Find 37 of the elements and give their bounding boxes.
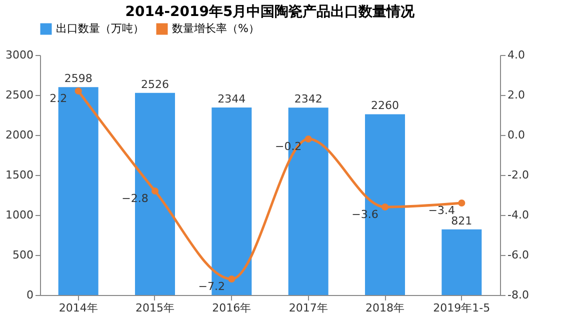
- x-tick-label: 2015年: [136, 302, 174, 314]
- x-tick-label: 2014年: [58, 302, 98, 314]
- point: [381, 203, 389, 211]
- y-tick-label: 2000: [6, 128, 34, 142]
- y-tick-label: 1000: [6, 208, 34, 222]
- legend-label: 出口数量（万吨）: [56, 22, 144, 35]
- x-tick-label: 2018年: [366, 302, 404, 314]
- y2-tick-label: -6.0: [508, 248, 529, 262]
- chart-title: 2014-2019年5月中国陶瓷产品出口数量情况: [125, 3, 416, 20]
- x-tick-label: 2017年: [288, 302, 328, 314]
- point: [151, 187, 159, 195]
- y2-tick-label: -4.0: [508, 208, 529, 222]
- y-tick-label: 0: [26, 288, 34, 302]
- data-label: 2260: [371, 99, 399, 112]
- data-label: 2598: [64, 72, 92, 86]
- y2-tick-label: 0.0: [508, 128, 525, 142]
- y-tick-label: 2500: [6, 88, 34, 102]
- point: [458, 199, 466, 207]
- point: [74, 87, 82, 95]
- y-tick-label: 1500: [6, 168, 34, 182]
- point: [304, 135, 312, 143]
- data-label: −3.4: [428, 204, 456, 217]
- point: [228, 275, 236, 283]
- data-label: 2342: [294, 92, 322, 106]
- y2-tick-label: 4.0: [508, 48, 525, 62]
- x-tick-label: 2016年: [212, 302, 252, 314]
- y2-tick-label: 2.0: [508, 88, 525, 102]
- data-label: 821: [451, 214, 472, 228]
- y2-tick-label: -2.0: [508, 168, 529, 182]
- y-tick-label: 3000: [6, 48, 34, 62]
- y-tick-label: 500: [12, 248, 34, 262]
- data-label: 2526: [141, 78, 169, 91]
- y2-tick-label: -8.0: [508, 288, 529, 302]
- data-label: 2344: [218, 92, 246, 106]
- x-tick-label: 2019年1-5: [433, 302, 490, 314]
- bar: [442, 229, 482, 295]
- legend-label: 数量增长率（%）: [172, 22, 260, 35]
